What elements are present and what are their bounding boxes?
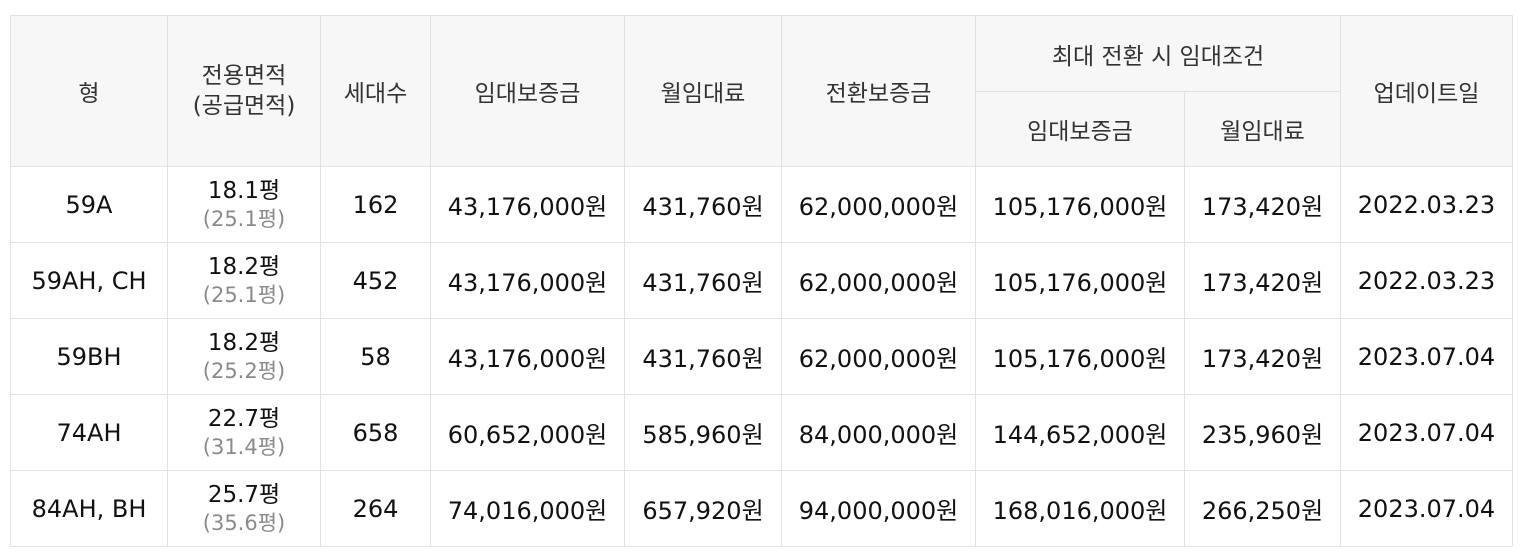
cell-deposit: 43,176,000원 bbox=[430, 166, 625, 243]
cell-deposit: 74,016,000원 bbox=[430, 470, 625, 547]
cell-max-deposit: 105,176,000원 bbox=[975, 242, 1185, 319]
cell-area: 22.7평 (31.4평) bbox=[167, 394, 321, 471]
cell-max-monthly-rent: 173,420원 bbox=[1184, 242, 1341, 319]
table-row: 84AH, BH 25.7평 (35.6평) 264 74,016,000원 6… bbox=[10, 470, 1513, 547]
cell-monthly-rent: 657,920원 bbox=[624, 470, 782, 547]
cell-monthly-rent: 431,760원 bbox=[624, 318, 782, 395]
cell-area: 18.2평 (25.2평) bbox=[167, 318, 321, 395]
cell-conversion-deposit: 62,000,000원 bbox=[781, 318, 976, 395]
cell-deposit: 43,176,000원 bbox=[430, 242, 625, 319]
cell-type: 74AH bbox=[10, 394, 168, 471]
cell-max-deposit: 105,176,000원 bbox=[975, 318, 1185, 395]
header-max-deposit: 임대보증금 bbox=[975, 91, 1185, 167]
cell-households: 162 bbox=[320, 166, 431, 243]
cell-type: 59A bbox=[10, 166, 168, 243]
header-max-conversion-group: 최대 전환 시 임대조건 bbox=[975, 15, 1341, 92]
header-updated: 업데이트일 bbox=[1340, 15, 1513, 167]
cell-area-supply: (25.2평) bbox=[202, 358, 286, 383]
cell-max-deposit: 168,016,000원 bbox=[975, 470, 1185, 547]
cell-households: 452 bbox=[320, 242, 431, 319]
cell-area-supply: (25.1평) bbox=[202, 282, 286, 307]
header-area: 전용면적 (공급면적) bbox=[167, 15, 321, 167]
table-body: 59A 18.1평 (25.1평) 162 43,176,000원 431,76… bbox=[10, 166, 1513, 547]
table-row: 59BH 18.2평 (25.2평) 58 43,176,000원 431,76… bbox=[10, 318, 1513, 395]
cell-monthly-rent: 431,760원 bbox=[624, 242, 782, 319]
cell-area-supply: (35.6평) bbox=[202, 510, 286, 535]
cell-area-exclusive: 25.7평 bbox=[207, 481, 281, 508]
rental-conditions-table: 형 전용면적 (공급면적) 세대수 임대보증금 월임대료 전환보증금 최대 전환… bbox=[10, 15, 1513, 547]
header-monthly-rent: 월임대료 bbox=[624, 15, 782, 167]
cell-type: 59BH bbox=[10, 318, 168, 395]
header-max-monthly-rent: 월임대료 bbox=[1184, 91, 1341, 167]
cell-area-exclusive: 18.1평 bbox=[207, 177, 281, 204]
cell-conversion-deposit: 62,000,000원 bbox=[781, 166, 976, 243]
rental-conditions-table-wrapper: 형 전용면적 (공급면적) 세대수 임대보증금 월임대료 전환보증금 최대 전환… bbox=[10, 15, 1513, 547]
cell-area: 18.2평 (25.1평) bbox=[167, 242, 321, 319]
cell-households: 658 bbox=[320, 394, 431, 471]
cell-area-supply: (31.4평) bbox=[202, 434, 286, 459]
cell-updated: 2023.07.04 bbox=[1340, 318, 1513, 395]
table-header: 형 전용면적 (공급면적) 세대수 임대보증금 월임대료 전환보증금 최대 전환… bbox=[10, 15, 1513, 167]
cell-conversion-deposit: 84,000,000원 bbox=[781, 394, 976, 471]
cell-deposit: 60,652,000원 bbox=[430, 394, 625, 471]
cell-households: 264 bbox=[320, 470, 431, 547]
cell-max-monthly-rent: 235,960원 bbox=[1184, 394, 1341, 471]
header-type: 형 bbox=[10, 15, 168, 167]
cell-deposit: 43,176,000원 bbox=[430, 318, 625, 395]
cell-area-exclusive: 22.7평 bbox=[207, 405, 281, 432]
table-row: 59A 18.1평 (25.1평) 162 43,176,000원 431,76… bbox=[10, 166, 1513, 243]
cell-households: 58 bbox=[320, 318, 431, 395]
cell-type: 84AH, BH bbox=[10, 470, 168, 547]
header-area-exclusive: 전용면적 bbox=[201, 63, 287, 89]
cell-area-supply: (25.1평) bbox=[202, 206, 286, 231]
header-row-top: 형 전용면적 (공급면적) 세대수 임대보증금 월임대료 전환보증금 최대 전환… bbox=[10, 15, 1513, 167]
cell-max-monthly-rent: 173,420원 bbox=[1184, 166, 1341, 243]
cell-max-monthly-rent: 266,250원 bbox=[1184, 470, 1341, 547]
cell-max-deposit: 105,176,000원 bbox=[975, 166, 1185, 243]
table-row: 59AH, CH 18.2평 (25.1평) 452 43,176,000원 4… bbox=[10, 242, 1513, 319]
cell-monthly-rent: 585,960원 bbox=[624, 394, 782, 471]
header-row-sub: 임대보증금 월임대료 bbox=[11, 91, 1513, 167]
cell-updated: 2022.03.23 bbox=[1340, 166, 1513, 243]
header-households: 세대수 bbox=[320, 15, 431, 167]
cell-updated: 2023.07.04 bbox=[1340, 394, 1513, 471]
cell-conversion-deposit: 94,000,000원 bbox=[781, 470, 976, 547]
cell-type: 59AH, CH bbox=[10, 242, 168, 319]
cell-area: 18.1평 (25.1평) bbox=[167, 166, 321, 243]
header-area-supply: (공급면적) bbox=[192, 93, 296, 119]
cell-area: 25.7평 (35.6평) bbox=[167, 470, 321, 547]
cell-updated: 2022.03.23 bbox=[1340, 242, 1513, 319]
cell-max-deposit: 144,652,000원 bbox=[975, 394, 1185, 471]
cell-max-monthly-rent: 173,420원 bbox=[1184, 318, 1341, 395]
table-row: 74AH 22.7평 (31.4평) 658 60,652,000원 585,9… bbox=[10, 394, 1513, 471]
header-deposit: 임대보증금 bbox=[430, 15, 625, 167]
cell-conversion-deposit: 62,000,000원 bbox=[781, 242, 976, 319]
cell-monthly-rent: 431,760원 bbox=[624, 166, 782, 243]
cell-updated: 2023.07.04 bbox=[1340, 470, 1513, 547]
cell-area-exclusive: 18.2평 bbox=[207, 329, 281, 356]
header-conversion-deposit: 전환보증금 bbox=[781, 15, 976, 167]
cell-area-exclusive: 18.2평 bbox=[207, 253, 281, 280]
